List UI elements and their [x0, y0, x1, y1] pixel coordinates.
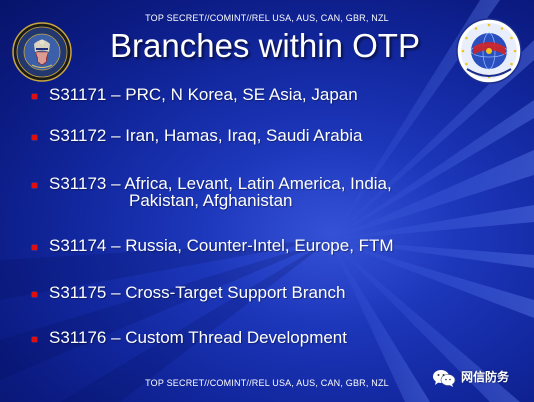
bullet-square: [32, 94, 37, 99]
bullet-square: [32, 337, 37, 342]
bullet-text: S31172 – Iran, Hamas, Iraq, Saudi Arabia: [49, 126, 363, 145]
nsa-seal-icon: [12, 22, 72, 82]
bullet-text: S31175 – Cross-Target Support Branch: [49, 283, 346, 302]
bullet-text: S31171 – PRC, N Korea, SE Asia, Japan: [49, 85, 358, 104]
bullet-text: S31173 – Africa, Levant, Latin America, …: [49, 174, 392, 193]
bullet-text: S31176 – Custom Thread Development: [49, 328, 347, 347]
bullet-square: [32, 292, 37, 297]
bullet-square: [32, 245, 37, 250]
wechat-icon: [433, 370, 456, 387]
bullet-square: [32, 183, 37, 188]
wechat-watermark: 网信防务: [432, 367, 532, 389]
bullet-square: [32, 135, 37, 140]
classification-banner-bottom: TOP SECRET//COMINT//REL USA, AUS, CAN, G…: [145, 378, 389, 388]
bullet-text-continuation: Pakistan, Afghanistan: [129, 191, 293, 210]
bullet-text: S31174 – Russia, Counter-Intel, Europe, …: [49, 236, 394, 255]
classification-banner-top: TOP SECRET//COMINT//REL USA, AUS, CAN, G…: [145, 13, 389, 23]
watermark-text: 网信防务: [461, 370, 510, 384]
slide-title: Branches within OTP: [110, 27, 420, 64]
target-logo-icon: [456, 18, 522, 84]
